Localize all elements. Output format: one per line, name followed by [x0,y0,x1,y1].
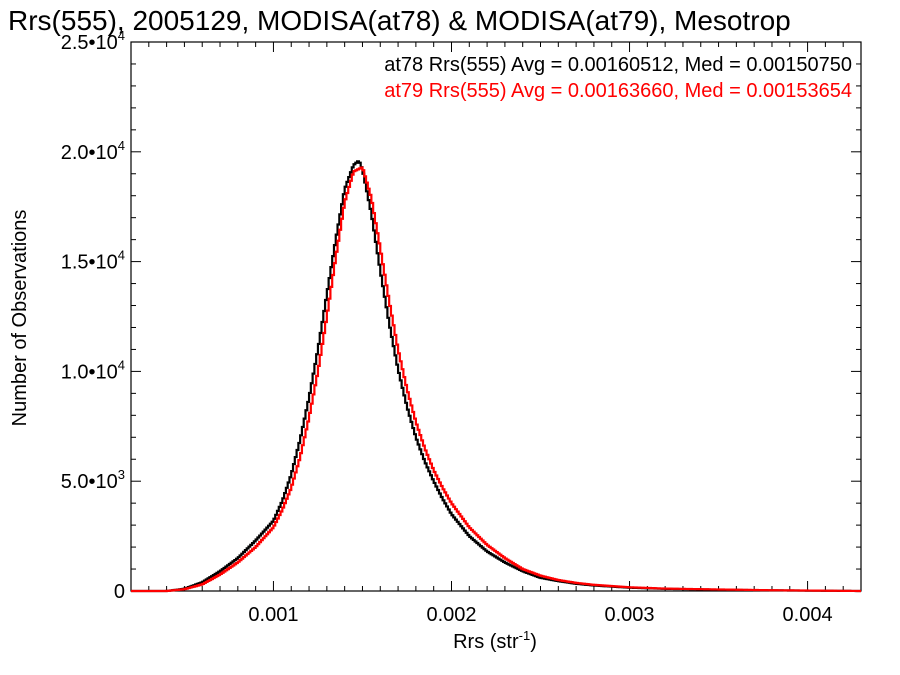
x-axis-label-close: ) [530,631,537,653]
y-tick-label: 2.5•104 [61,28,125,54]
y-tick-label: 1.0•104 [61,357,125,383]
series-at78-histogram [131,160,861,593]
y-tick-label: 5.0•103 [61,467,125,493]
x-axis-label: Rrs (str-1) [453,628,537,653]
plot-axes: 0.001 0.002 0.003 0.004 0 5.0•103 1.0•104 1.5•1… [61,28,862,626]
x-tick-label: 0.001 [248,604,298,626]
x-tick-label: 0.004 [783,604,833,626]
series-layer [131,160,861,593]
chart-title: Rrs(555), 2005129, MODISA(at78) & MODISA… [8,5,791,36]
x-tick-label: 0.002 [426,604,476,626]
y-axis-label: Number of Observations [9,210,31,427]
legend-entry-at79: at79 Rrs(555) Avg = 0.00163660, Med = 0.… [384,80,852,102]
series-at79-histogram [131,166,861,593]
y-tick-label: 0 [114,581,125,603]
y-tick-label: 2.0•104 [61,138,125,164]
x-axis-label-text: Rrs (str [453,631,519,653]
x-axis-label-superscript: -1 [519,628,531,643]
plot-frame [130,41,862,592]
legend-entry-at78: at78 Rrs(555) Avg = 0.00160512, Med = 0.… [384,54,852,76]
y-tick-label: 1.5•104 [61,248,125,274]
x-tick-label: 0.003 [605,604,655,626]
